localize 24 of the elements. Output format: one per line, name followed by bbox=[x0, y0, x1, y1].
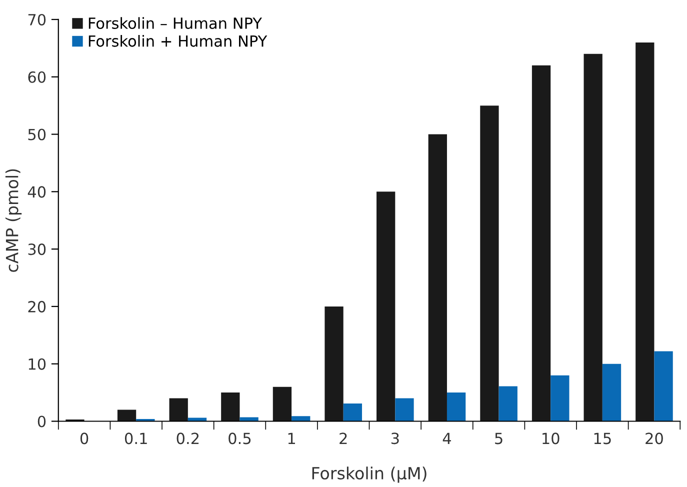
x-tick-label: 0.1 bbox=[124, 432, 147, 444]
y-tick-label: 60 bbox=[28, 71, 46, 83]
y-axis-title: cAMP (pmol) bbox=[5, 169, 22, 272]
legend-label: Forskolin + Human NPY bbox=[88, 35, 268, 47]
y-tick-label: 30 bbox=[28, 244, 46, 256]
x-tick-label: 1 bbox=[288, 432, 295, 444]
x-tick-label: 3 bbox=[391, 432, 399, 444]
x-tick-label: 0 bbox=[80, 432, 88, 444]
x-tick-label: 2 bbox=[340, 432, 347, 444]
x-tick-label: 20 bbox=[646, 432, 663, 444]
x-tick-label: 4 bbox=[442, 432, 451, 444]
y-tick-label: 70 bbox=[28, 14, 46, 26]
x-tick-label: 0.5 bbox=[228, 432, 251, 444]
y-tick-label: 50 bbox=[28, 128, 46, 140]
y-tick-label: 10 bbox=[28, 358, 46, 370]
x-axis-title: Forskolin (µM) bbox=[312, 466, 426, 483]
legend-label: Forskolin – Human NPY bbox=[88, 17, 262, 29]
y-tick-label: 40 bbox=[28, 186, 46, 198]
x-tick-label: 5 bbox=[495, 432, 502, 444]
y-tick-label: 20 bbox=[28, 300, 46, 312]
x-tick-label: 10 bbox=[542, 432, 560, 444]
x-tick-label: 0.2 bbox=[176, 432, 199, 444]
y-tick-label: 0 bbox=[38, 416, 46, 428]
x-tick-label: 15 bbox=[594, 432, 611, 444]
